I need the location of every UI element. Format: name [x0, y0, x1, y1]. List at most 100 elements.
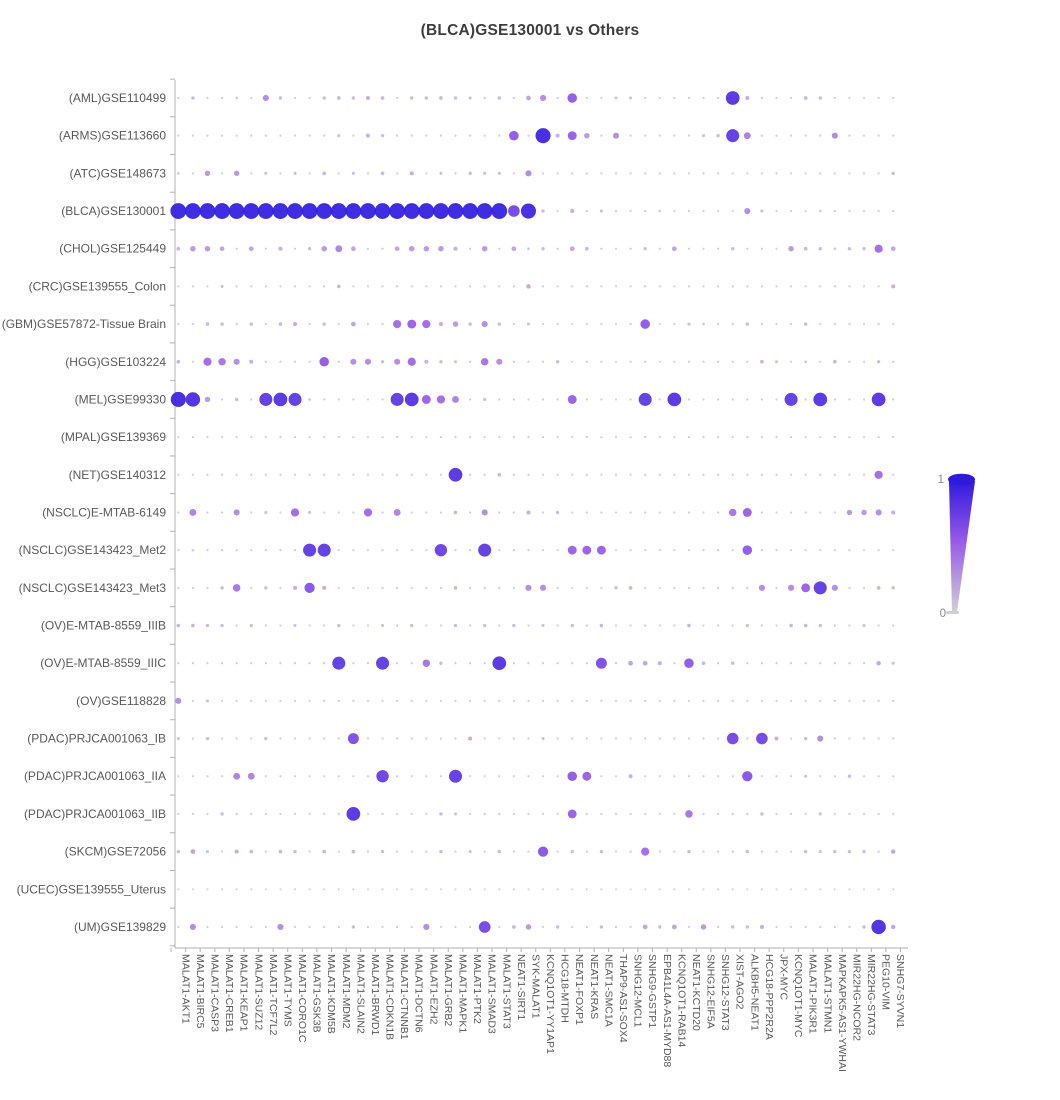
matrix-dot[interactable]	[819, 888, 822, 891]
matrix-dot[interactable]	[512, 435, 516, 439]
matrix-dot[interactable]	[221, 888, 224, 891]
matrix-dot[interactable]	[512, 737, 516, 740]
matrix-dot[interactable]	[177, 775, 180, 778]
matrix-dot[interactable]	[293, 473, 297, 476]
matrix-dot[interactable]	[498, 699, 501, 703]
matrix-dot[interactable]	[629, 435, 632, 439]
matrix-dot[interactable]	[775, 812, 778, 816]
matrix-dot[interactable]	[541, 172, 545, 175]
matrix-dot[interactable]	[862, 623, 866, 628]
matrix-dot[interactable]	[468, 285, 472, 288]
matrix-dot[interactable]	[877, 549, 880, 552]
matrix-dot[interactable]	[469, 888, 472, 891]
matrix-dot[interactable]	[279, 737, 282, 740]
matrix-dot[interactable]	[468, 812, 472, 816]
matrix-dot[interactable]	[890, 924, 896, 930]
matrix-dot[interactable]	[819, 511, 822, 514]
matrix-dot[interactable]	[760, 247, 764, 250]
matrix-dot[interactable]	[381, 699, 384, 703]
matrix-dot[interactable]	[862, 775, 866, 778]
matrix-dot[interactable]	[191, 662, 195, 665]
matrix-dot[interactable]	[862, 888, 866, 891]
matrix-dot[interactable]	[614, 322, 618, 326]
matrix-dot[interactable]	[702, 360, 705, 363]
matrix-dot[interactable]	[235, 624, 238, 627]
matrix-dot[interactable]	[191, 699, 195, 703]
matrix-dot[interactable]	[352, 511, 355, 514]
matrix-dot[interactable]	[468, 473, 472, 476]
matrix-dot[interactable]	[396, 737, 399, 740]
matrix-dot[interactable]	[541, 925, 545, 929]
matrix-dot[interactable]	[381, 322, 384, 326]
matrix-dot[interactable]	[658, 775, 661, 778]
matrix-dot[interactable]	[454, 888, 457, 891]
matrix-dot[interactable]	[774, 736, 779, 741]
matrix-dot[interactable]	[381, 511, 384, 514]
matrix-dot[interactable]	[673, 549, 676, 552]
matrix-dot[interactable]	[235, 96, 238, 100]
matrix-dot[interactable]	[687, 549, 691, 552]
matrix-dot[interactable]	[658, 586, 661, 589]
matrix-dot[interactable]	[497, 322, 501, 326]
matrix-dot[interactable]	[877, 888, 880, 891]
matrix-dot[interactable]	[438, 322, 443, 327]
matrix-dot[interactable]	[585, 850, 588, 853]
matrix-dot[interactable]	[396, 699, 399, 703]
matrix-dot[interactable]	[541, 322, 545, 326]
matrix-dot[interactable]	[422, 319, 431, 329]
matrix-dot[interactable]	[658, 473, 661, 476]
matrix-dot[interactable]	[366, 624, 370, 627]
matrix-dot[interactable]	[509, 130, 519, 141]
matrix-dot[interactable]	[614, 172, 618, 175]
matrix-dot[interactable]	[439, 849, 443, 854]
matrix-dot[interactable]	[658, 850, 661, 853]
matrix-dot[interactable]	[716, 549, 720, 552]
matrix-dot[interactable]	[539, 584, 547, 591]
matrix-dot[interactable]	[220, 96, 224, 100]
matrix-dot[interactable]	[279, 662, 282, 665]
matrix-dot[interactable]	[831, 584, 838, 591]
matrix-dot[interactable]	[831, 132, 838, 139]
matrix-dot[interactable]	[891, 661, 895, 665]
matrix-dot[interactable]	[264, 888, 267, 891]
matrix-dot[interactable]	[833, 511, 836, 514]
matrix-dot[interactable]	[789, 925, 793, 929]
matrix-dot[interactable]	[687, 473, 691, 476]
matrix-dot[interactable]	[775, 699, 778, 703]
matrix-dot[interactable]	[614, 360, 618, 363]
matrix-dot[interactable]	[585, 888, 588, 891]
matrix-dot[interactable]	[389, 203, 406, 219]
matrix-dot[interactable]	[526, 510, 531, 515]
matrix-dot[interactable]	[381, 247, 384, 250]
matrix-dot[interactable]	[570, 849, 574, 854]
matrix-dot[interactable]	[425, 511, 428, 514]
matrix-dot[interactable]	[833, 775, 836, 778]
matrix-dot[interactable]	[877, 850, 880, 853]
matrix-dot[interactable]	[191, 473, 195, 476]
matrix-dot[interactable]	[600, 737, 603, 740]
matrix-dot[interactable]	[235, 435, 238, 439]
matrix-dot[interactable]	[206, 134, 209, 137]
matrix-dot[interactable]	[249, 322, 253, 326]
matrix-dot[interactable]	[671, 246, 677, 252]
matrix-dot[interactable]	[483, 435, 486, 439]
matrix-dot[interactable]	[673, 699, 676, 703]
matrix-dot[interactable]	[644, 775, 647, 778]
matrix-dot[interactable]	[332, 656, 346, 670]
matrix-dot[interactable]	[585, 398, 588, 401]
matrix-dot[interactable]	[511, 246, 517, 252]
matrix-dot[interactable]	[658, 322, 661, 326]
matrix-dot[interactable]	[892, 737, 895, 740]
matrix-dot[interactable]	[483, 699, 486, 703]
matrix-dot[interactable]	[323, 699, 326, 703]
matrix-dot[interactable]	[818, 247, 822, 251]
matrix-dot[interactable]	[199, 203, 216, 219]
matrix-dot[interactable]	[279, 473, 282, 476]
matrix-dot[interactable]	[264, 850, 267, 853]
matrix-dot[interactable]	[381, 398, 384, 401]
matrix-dot[interactable]	[717, 888, 720, 891]
matrix-dot[interactable]	[716, 172, 720, 175]
matrix-dot[interactable]	[556, 285, 559, 288]
matrix-dot[interactable]	[483, 812, 486, 816]
matrix-dot[interactable]	[235, 812, 238, 816]
